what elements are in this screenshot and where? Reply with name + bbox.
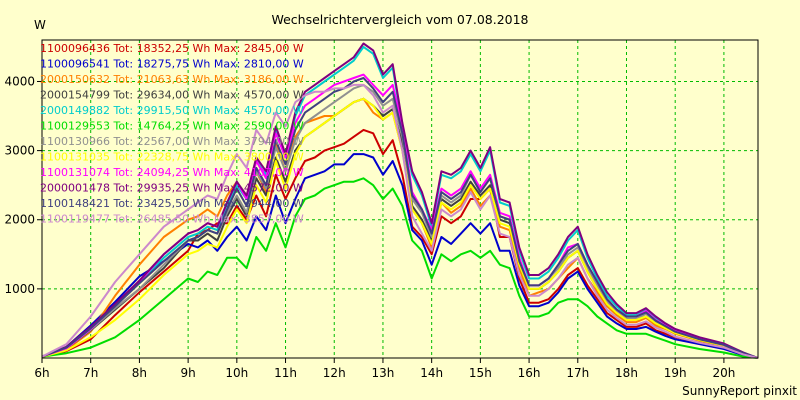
- legend-entry: 1100148421 Tot: 23425,50 Wh Max: 3944,00…: [40, 197, 304, 210]
- series-line-5: [41, 45, 759, 359]
- y-tick-label: 3000: [4, 144, 35, 158]
- legend-entry: 1100129553 Tot: 14764,25 Wh Max: 2590,00…: [40, 120, 304, 133]
- legend-entry: 1100119477 Tot: 26485,50 Wh Max: 3857,00…: [40, 213, 304, 226]
- series-line-10: [41, 42, 759, 359]
- x-tick-label: 15h: [469, 366, 492, 380]
- x-tick-label: 18h: [615, 366, 638, 380]
- y-tick-label: 1000: [4, 282, 35, 296]
- x-tick-label: 9h: [180, 366, 195, 380]
- x-tick-label: 14h: [420, 366, 443, 380]
- series-line-8: [41, 97, 759, 359]
- x-tick-label: 20h: [712, 366, 735, 380]
- x-tick-label: 6h: [34, 366, 49, 380]
- legend-entry: 1100131035 Tot: 22328,75 Wh Max: 3800,00…: [40, 151, 304, 164]
- legend-entry: 1100130966 Tot: 22567,00 Wh Max: 3794,00…: [40, 135, 304, 148]
- series-line-1: [41, 128, 759, 359]
- series-line-11: [41, 77, 759, 359]
- series-line-7: [41, 83, 759, 359]
- y-tick-label: 4000: [4, 74, 35, 88]
- legend-entry: 1100131074 Tot: 24094,25 Wh Max: 4107,00…: [40, 166, 304, 179]
- legend: 1100096436 Tot: 18352,25 Wh Max: 2845,00…: [40, 42, 304, 226]
- series-group: [41, 42, 759, 359]
- x-tick-label: 10h: [225, 366, 248, 380]
- x-tick-label: 11h: [274, 366, 297, 380]
- x-tick-label: 8h: [132, 366, 147, 380]
- legend-entry: 1100096541 Tot: 18275,75 Wh Max: 2810,00…: [40, 58, 304, 71]
- x-tick-label: 17h: [566, 366, 589, 380]
- x-tick-label: 13h: [372, 366, 395, 380]
- y-axis-ticks: 1000 2000 3000 4000: [4, 74, 42, 296]
- y-axis-label: W: [34, 18, 46, 32]
- series-line-12: [41, 83, 759, 359]
- chart-title: Wechselrichtervergleich vom 07.08.2018: [271, 12, 528, 27]
- legend-entry: 2000154799 Tot: 29634,00 Wh Max: 4570,00…: [40, 89, 304, 102]
- x-tick-label: 16h: [518, 366, 541, 380]
- x-tick-label: 19h: [664, 366, 687, 380]
- x-tick-label: 7h: [83, 366, 98, 380]
- x-axis-ticks: 6h 7h 8h 9h 10h 11h 12h 13h 14h 15h 16h 17h 18h 19h 20…: [34, 358, 735, 380]
- x-tick-label: 12h: [323, 366, 346, 380]
- legend-entry: 2000149882 Tot: 29915,50 Wh Max: 4570,00…: [40, 104, 304, 117]
- legend-entry: 2000150632 Tot: 21063,63 Wh Max: 3186,00…: [40, 73, 304, 86]
- legend-entry: 1100096436 Tot: 18352,25 Wh Max: 2845,00…: [40, 42, 304, 55]
- plot-frame: [41, 39, 759, 359]
- legend-entry: 2000001478 Tot: 29935,25 Wh Max: 4572,00…: [40, 182, 304, 195]
- y-tick-label: 2000: [4, 213, 35, 227]
- series-line-2: [41, 153, 759, 359]
- series-line-6: [41, 177, 759, 359]
- footer-credit: SunnyReport pinxit: [682, 384, 797, 398]
